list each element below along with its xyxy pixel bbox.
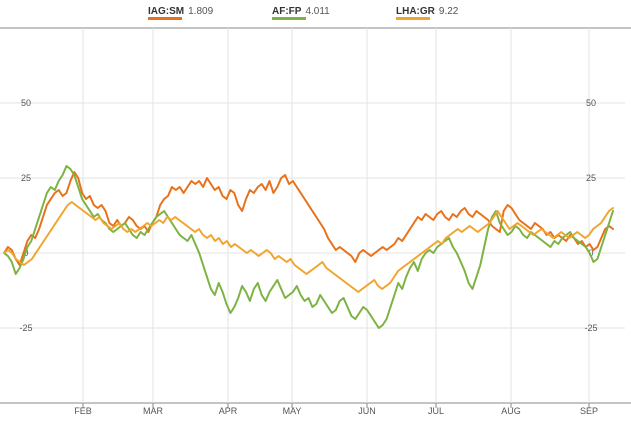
series-line-af-fp xyxy=(3,165,614,329)
legend-label-lha-gr: LHA:GR xyxy=(396,6,436,17)
series-line-lha-gr xyxy=(3,201,614,293)
y-tick-label-right: 25 xyxy=(586,173,596,183)
legend-value-af-fp: 4.011 xyxy=(305,6,330,17)
y-tick-label-right: -25 xyxy=(584,323,597,333)
x-tick-label: AUG xyxy=(501,406,521,416)
x-tick-label: MAR xyxy=(143,406,164,416)
legend-swatch-iag-sm xyxy=(148,17,182,20)
x-tick-label: MAY xyxy=(283,406,302,416)
x-tick-label: FEB xyxy=(74,406,92,416)
x-tick-label: APR xyxy=(219,406,238,416)
series-layer xyxy=(3,165,614,329)
y-tick-label-left: 50 xyxy=(21,98,31,108)
legend-label-iag-sm: IAG:SM xyxy=(148,6,184,17)
legend-value-iag-sm: 1.809 xyxy=(188,6,213,17)
y-tick-label-right: 0 xyxy=(588,248,593,258)
legend-value-lha-gr: 9.22 xyxy=(439,6,459,17)
grid-layer xyxy=(0,27,631,404)
series-line-iag-sm xyxy=(3,171,614,266)
legend-label-af-fp: AF:FP xyxy=(272,6,302,17)
legend-swatch-lha-gr xyxy=(396,17,430,20)
y-tick-label-left: 25 xyxy=(21,173,31,183)
x-tick-label: JUN xyxy=(358,406,376,416)
legend-swatch-af-fp xyxy=(272,17,306,20)
y-tick-label-left: -25 xyxy=(19,323,32,333)
legend: IAG:SM 1.809 AF:FP 4.011 LHA:GR 9.22 xyxy=(148,6,459,20)
x-tick-label: SEP xyxy=(580,406,598,416)
x-tick-label: JUL xyxy=(428,406,444,416)
y-tick-label-right: 50 xyxy=(586,98,596,108)
